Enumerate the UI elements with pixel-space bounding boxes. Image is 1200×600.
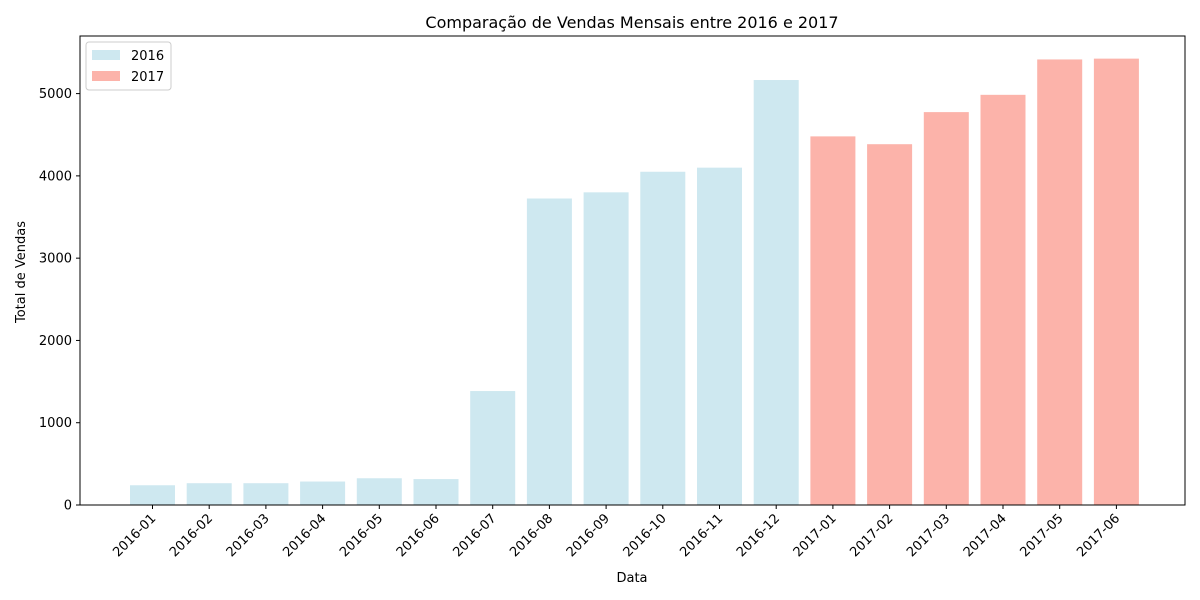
- bar-2016-2016-03: [243, 483, 289, 505]
- x-tick-label: 2017-04: [961, 511, 1010, 560]
- y-axis-title: Total de Vendas: [14, 221, 29, 324]
- x-tick-label: 2016-11: [677, 511, 726, 560]
- x-tick-label: 2016-08: [507, 511, 556, 560]
- x-tick-label: 2017-05: [1018, 511, 1067, 560]
- y-tick-label: 4000: [39, 169, 72, 184]
- x-tick-label: 2016-01: [110, 511, 159, 560]
- x-tick-label: 2016-05: [337, 511, 386, 560]
- bar-2016-2016-11: [697, 167, 742, 505]
- legend-swatch-2016: [92, 50, 120, 60]
- legend-label-2017: 2017: [131, 70, 164, 85]
- bar-2016-2016-05: [356, 478, 402, 505]
- x-tick-label: 2017-01: [791, 511, 840, 560]
- y-tick-label: 2000: [39, 334, 72, 349]
- x-tick-label: 2016-07: [451, 511, 500, 560]
- bar-2016-2016-06: [413, 479, 459, 505]
- bar-2016-2016-09: [583, 192, 629, 505]
- x-tick-label: 2016-12: [734, 511, 783, 560]
- bar-2016-2016-12: [753, 80, 799, 506]
- x-tick-label: 2017-03: [904, 511, 953, 560]
- x-tick-label: 2017-06: [1074, 511, 1123, 560]
- legend: 2016 2017: [85, 41, 172, 91]
- bar-2017-2017-05: [1037, 59, 1083, 505]
- legend-label-2016: 2016: [131, 49, 164, 64]
- x-tick-label: 2016-03: [224, 511, 273, 560]
- legend-swatch-2017: [92, 71, 120, 81]
- bar-2016-2016-01: [130, 485, 175, 505]
- y-tick-label: 3000: [39, 252, 72, 267]
- x-tick-label: 2016-02: [167, 511, 216, 560]
- bar-2016-2016-07: [470, 391, 516, 505]
- bar-2016-2016-10: [640, 171, 686, 505]
- x-tick-label: 2016-09: [564, 511, 613, 560]
- x-tick-label: 2016-06: [394, 511, 443, 560]
- chart-title: Comparação de Vendas Mensais entre 2016 …: [425, 13, 838, 32]
- bars-layer: [130, 58, 1139, 506]
- bar-2017-2017-06: [1093, 58, 1139, 505]
- x-tick-label: 2016-04: [280, 511, 329, 560]
- bar-2017-2017-03: [923, 112, 969, 506]
- x-axis-title: Data: [616, 571, 647, 586]
- x-tick-label: 2017-02: [847, 511, 896, 560]
- bar-2016-2016-04: [300, 481, 346, 505]
- bar-2017-2017-02: [867, 144, 913, 505]
- bar-2017-2017-01: [810, 136, 856, 505]
- y-tick-label: 0: [64, 499, 72, 514]
- x-tick-label: 2016-10: [621, 511, 670, 560]
- y-tick-label: 1000: [39, 416, 72, 431]
- y-tick-label: 5000: [39, 87, 72, 102]
- plot-frame: [79, 35, 1186, 506]
- bar-2016-2016-02: [186, 483, 232, 505]
- bar-2017-2017-04: [980, 94, 1026, 505]
- bar-2016-2016-08: [526, 198, 572, 505]
